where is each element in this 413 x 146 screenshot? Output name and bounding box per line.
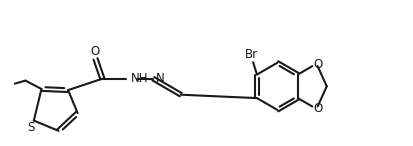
Text: O: O (312, 58, 321, 71)
Text: O: O (90, 45, 100, 58)
Text: Br: Br (244, 48, 257, 61)
Text: O: O (312, 101, 321, 114)
Text: S: S (27, 121, 34, 134)
Text: NH: NH (130, 72, 148, 85)
Text: N: N (155, 72, 164, 85)
